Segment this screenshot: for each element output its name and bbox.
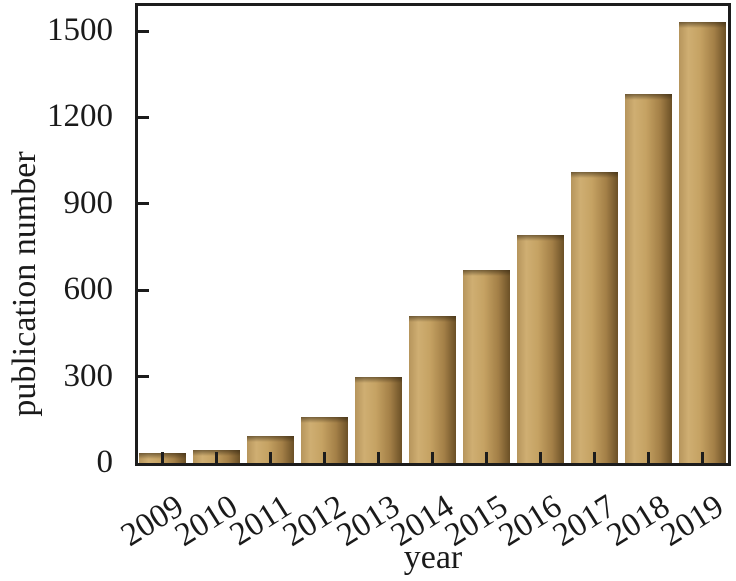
y-tick-mark — [138, 375, 149, 379]
plot-area — [135, 3, 731, 466]
bar-2018 — [624, 94, 672, 463]
x-tick-mark — [376, 452, 380, 463]
x-tick-mark — [484, 452, 488, 463]
bar-2016 — [516, 235, 564, 463]
x-axis-title: year — [403, 539, 463, 576]
y-tick-label: 300 — [63, 357, 114, 394]
y-tick-mark — [138, 288, 149, 292]
y-tick-label: 1500 — [47, 11, 113, 48]
bar-2019 — [678, 22, 726, 463]
bar-2013 — [354, 377, 402, 463]
y-axis-title: publication number — [6, 151, 43, 417]
x-tick-mark — [538, 452, 542, 463]
y-tick-label: 0 — [96, 443, 114, 480]
y-tick-label: 1200 — [47, 98, 113, 135]
x-tick-mark — [268, 452, 272, 463]
x-tick-mark — [430, 452, 434, 463]
y-tick-label: 600 — [63, 271, 114, 308]
y-tick-label: 900 — [63, 184, 114, 221]
x-tick-mark — [646, 452, 650, 463]
y-tick-mark — [138, 202, 149, 206]
x-tick-mark — [160, 452, 164, 463]
y-tick-mark — [138, 29, 149, 33]
x-tick-mark — [592, 452, 596, 463]
bar-2017 — [570, 172, 618, 463]
x-tick-mark — [700, 452, 704, 463]
bar-2015 — [462, 270, 510, 463]
bar-2014 — [408, 316, 456, 463]
x-tick-mark — [322, 452, 326, 463]
y-tick-mark — [138, 115, 149, 119]
x-tick-mark — [214, 452, 218, 463]
